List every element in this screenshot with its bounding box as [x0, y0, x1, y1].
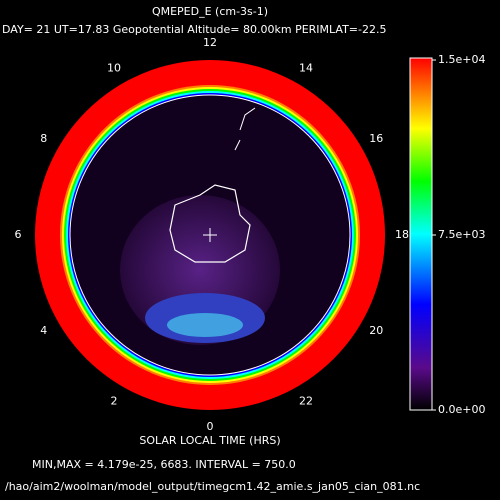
hour-label: 6 — [15, 228, 22, 241]
chart-title: QMEPED_E (cm-3s-1) — [152, 5, 268, 18]
hour-label: 4 — [40, 324, 47, 337]
hour-label: 22 — [299, 394, 313, 407]
hour-label: 20 — [369, 324, 383, 337]
stats: MIN,MAX = 4.179e-25, 6683. INTERVAL = 75… — [32, 458, 296, 471]
hour-label: 12 — [203, 36, 217, 49]
colorbar-tick-label: 0.0e+00 — [438, 403, 485, 416]
hour-label: 0 — [207, 420, 214, 433]
hour-label: 8 — [40, 132, 47, 145]
file-path: /hao/aim2/woolman/model_output/timegcm1.… — [5, 480, 420, 493]
hour-label: 18 — [395, 228, 409, 241]
x-axis-label: SOLAR LOCAL TIME (HRS) — [139, 434, 280, 447]
hour-label: 2 — [111, 394, 118, 407]
polar-plot — [35, 57, 433, 411]
colorbar-tick-label: 7.5e+03 — [438, 228, 485, 241]
hour-label: 16 — [369, 132, 383, 145]
hour-label: 14 — [299, 62, 313, 75]
subtitle: DAY= 21 UT=17.83 Geopotential Altitude= … — [2, 23, 386, 36]
hour-label: 10 — [107, 62, 121, 75]
colorbar-tick-label: 1.5e+04 — [438, 53, 485, 66]
colorbar — [409, 57, 433, 411]
